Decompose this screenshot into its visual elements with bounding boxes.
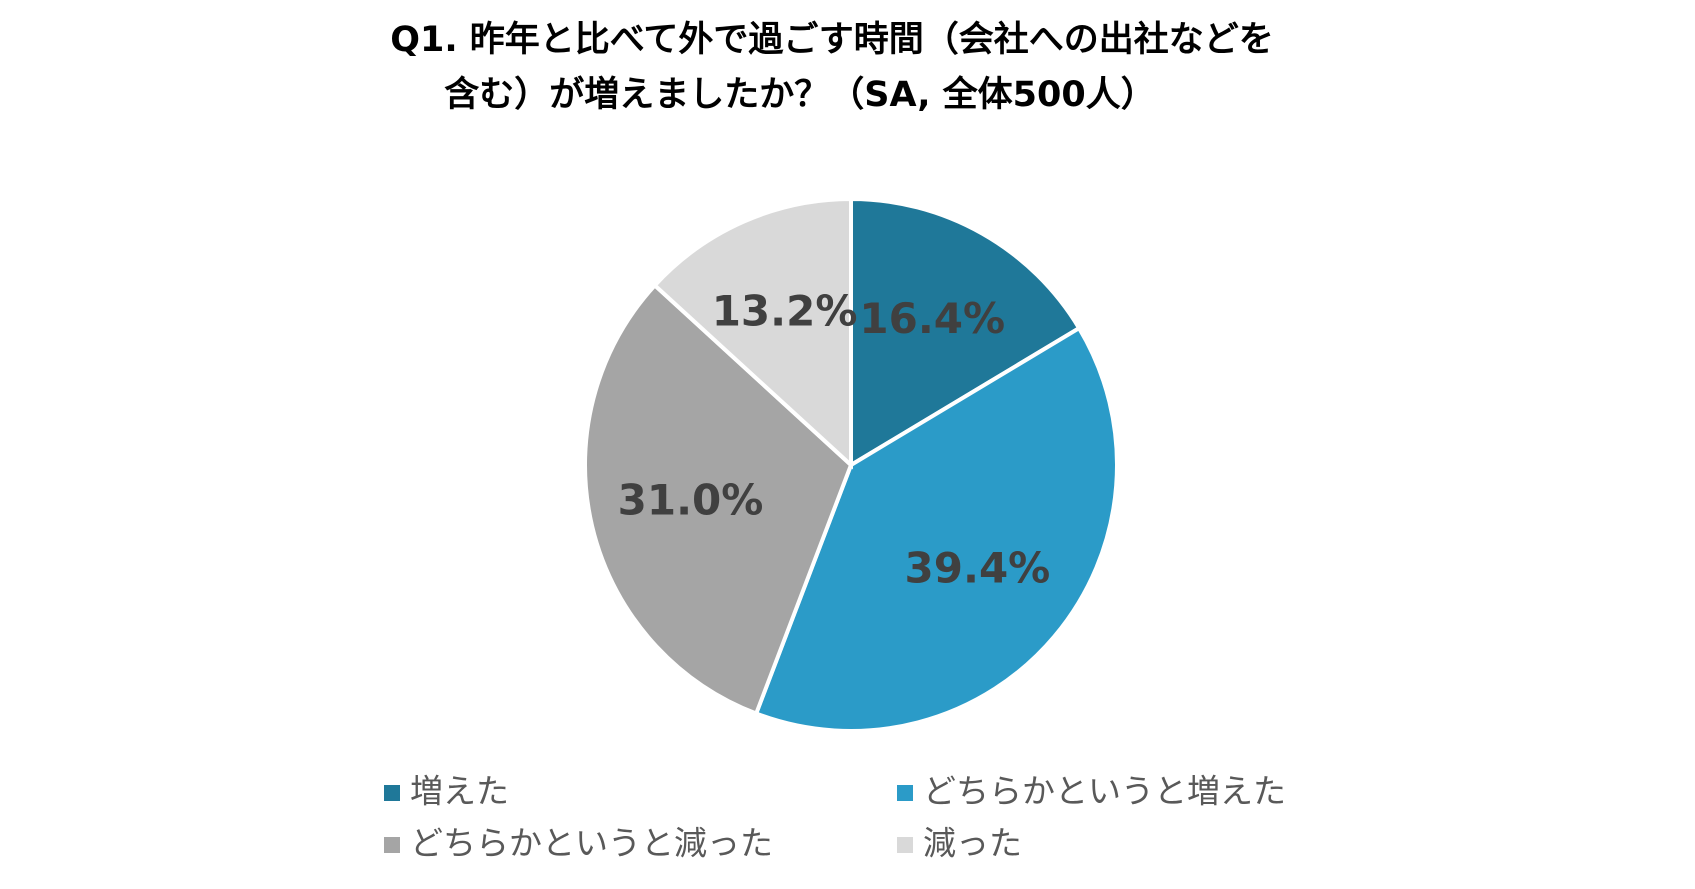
legend-label: どちらかというと増えた bbox=[923, 772, 1286, 811]
data-label: 13.2% bbox=[712, 287, 858, 336]
data-label: 16.4% bbox=[859, 294, 1005, 343]
legend-swatch bbox=[897, 785, 913, 801]
legend-swatch bbox=[897, 837, 913, 853]
pie: 16.4% 39.4% 31.0% 13.2% bbox=[583, 196, 1119, 733]
pie-slice bbox=[583, 282, 854, 717]
legend-label: 増えた bbox=[410, 772, 509, 811]
legend-swatch bbox=[384, 837, 400, 853]
pie-slice bbox=[753, 325, 1119, 733]
legend-label: どちらかというと減った bbox=[410, 824, 773, 863]
pie-slice bbox=[651, 196, 853, 470]
pie-slice bbox=[849, 196, 1082, 469]
chart-title: 含む）が増えましたか？（SA, 全体500人） bbox=[444, 74, 1156, 115]
chart-title: Q1. 昨年と比べて外で過ごす時間（会社への出社などを bbox=[390, 20, 1274, 60]
data-label: 31.0% bbox=[618, 475, 764, 524]
legend-label: 減った bbox=[923, 824, 1022, 863]
data-label: 39.4% bbox=[905, 543, 1051, 592]
legend-swatch bbox=[384, 785, 400, 801]
